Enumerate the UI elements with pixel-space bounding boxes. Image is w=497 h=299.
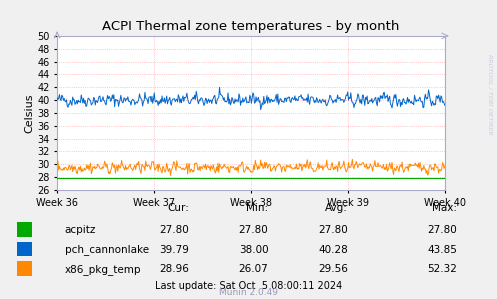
Text: 39.79: 39.79	[159, 245, 189, 255]
Text: 29.56: 29.56	[318, 264, 348, 274]
Text: 26.07: 26.07	[239, 264, 268, 274]
Text: Cur:: Cur:	[167, 203, 189, 213]
Text: acpitz: acpitz	[65, 225, 96, 235]
Text: pch_cannonlake: pch_cannonlake	[65, 244, 149, 255]
Text: x86_pkg_temp: x86_pkg_temp	[65, 264, 141, 274]
Text: 43.85: 43.85	[427, 245, 457, 255]
Title: ACPI Thermal zone temperatures - by month: ACPI Thermal zone temperatures - by mont…	[102, 20, 400, 33]
Text: 27.80: 27.80	[318, 225, 348, 235]
Text: 27.80: 27.80	[159, 225, 189, 235]
Text: RRDTOOL / TOBI OETIKER: RRDTOOL / TOBI OETIKER	[487, 54, 492, 135]
Text: Min:: Min:	[246, 203, 268, 213]
Text: Max:: Max:	[432, 203, 457, 213]
Text: 27.80: 27.80	[239, 225, 268, 235]
Text: 52.32: 52.32	[427, 264, 457, 274]
Text: Last update: Sat Oct  5 08:00:11 2024: Last update: Sat Oct 5 08:00:11 2024	[155, 280, 342, 291]
Text: Avg:: Avg:	[325, 203, 348, 213]
Y-axis label: Celsius: Celsius	[24, 93, 34, 133]
Text: 27.80: 27.80	[427, 225, 457, 235]
Text: 38.00: 38.00	[239, 245, 268, 255]
Text: Munin 2.0.49: Munin 2.0.49	[219, 288, 278, 297]
Text: 28.96: 28.96	[159, 264, 189, 274]
Text: 40.28: 40.28	[318, 245, 348, 255]
